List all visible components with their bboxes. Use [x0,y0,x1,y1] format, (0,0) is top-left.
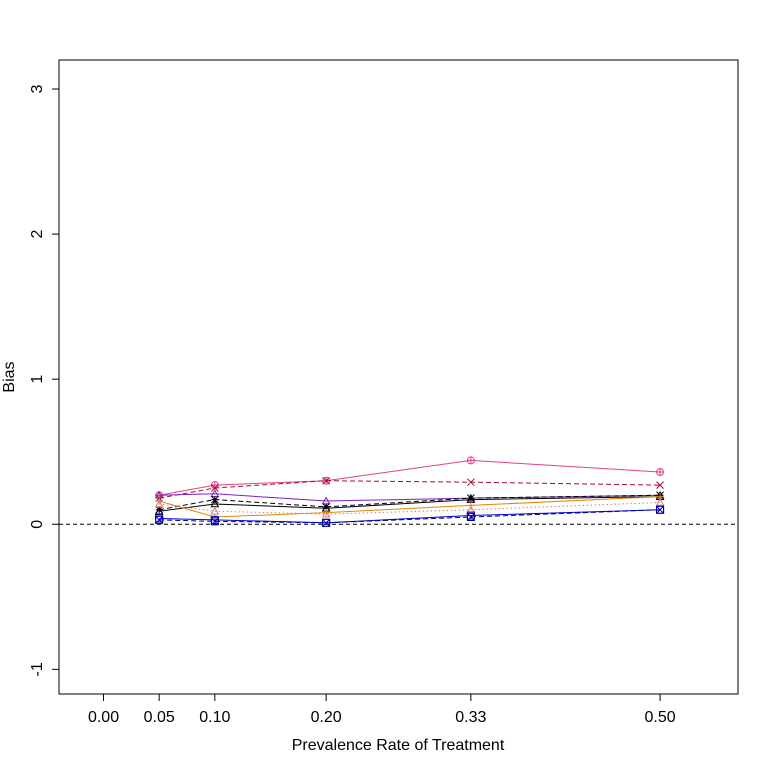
data-point [322,518,331,527]
data-point [656,468,665,477]
data-point [466,478,475,487]
x-tick-label: 0.50 [645,709,676,726]
axis-ticks: 0.00 0.05 0.10 0.20 0.33 0.50 -1 0 1 2 3 [29,84,676,726]
y-tick-label: 1 [29,375,46,384]
data-point [210,506,220,515]
x-tick-label: 0.00 [88,709,119,726]
series-line [159,496,661,512]
data-point [210,484,219,492]
data-point [466,513,475,522]
y-tick-label: -1 [29,662,46,676]
x-axis-label: Prevalence Rate of Treatment [292,737,505,754]
data-point [656,505,665,514]
x-tick-label: 0.33 [455,709,486,726]
y-tick-label: 2 [29,230,46,239]
data-point [321,509,331,518]
data-point [656,481,664,489]
y-tick-label: 0 [29,520,46,529]
x-tick-label: 0.10 [199,709,230,726]
data-point [322,476,331,485]
x-tick-label: 0.20 [311,709,342,726]
series-line [159,501,661,515]
y-axis-label: Bias [1,361,18,392]
series-line [159,459,661,496]
data-point [210,517,219,526]
x-tick-label: 0.05 [144,709,175,726]
data-point [655,497,665,506]
data-point [211,513,219,521]
plot-frame [58,59,739,695]
data-point [466,456,475,465]
series-layer [154,456,665,527]
data-point [154,506,164,515]
data-point [155,515,164,524]
data-point [154,499,164,508]
y-tick-label: 3 [29,84,46,93]
